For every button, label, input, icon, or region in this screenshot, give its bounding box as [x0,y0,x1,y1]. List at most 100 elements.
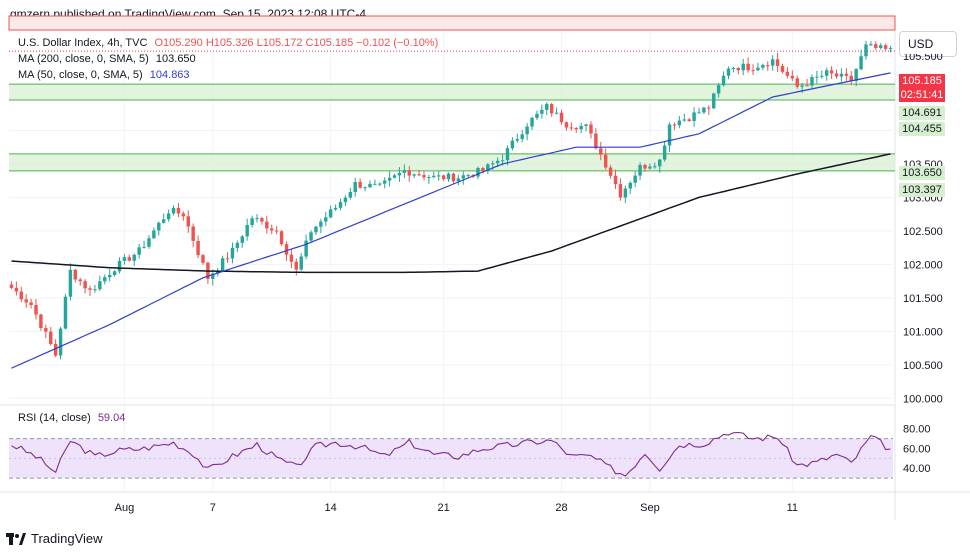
candle-body [181,213,186,217]
candle-body [250,218,254,226]
level-104691-tag: 104.691 [899,106,945,120]
candle-body [834,73,839,77]
candle-body [466,175,470,177]
candle-body [756,67,760,71]
legend-ma50-line: MA (50, close, 0, SMA, 5) 104.863 [18,69,190,81]
candle-body [790,75,795,79]
candle-body [549,104,554,114]
candle-body [613,175,618,185]
candle-body [333,207,338,210]
candle-body [235,242,240,248]
level-103650-tag: 103.650 [899,166,945,180]
candle-body [39,314,43,329]
candle-body [402,170,407,173]
tradingview-logo-icon[interactable] [6,532,26,546]
candle-body [397,172,402,176]
x-tick-label: Aug [115,502,135,514]
candle-body [107,275,112,278]
candle-body [481,168,485,171]
candle-body [879,45,883,48]
resistance-zone [8,15,896,31]
candle-body [299,256,303,270]
legend-ma50[interactable]: MA (50, close, 0, SMA, 5) [18,69,143,81]
candle-body [427,177,431,179]
candle-body [216,270,220,274]
y-tick-label: 102.000 [903,259,943,271]
candle-body [225,258,230,260]
candle-body [535,113,539,118]
candle-body [230,247,235,259]
candle-body [83,281,87,289]
x-tick-label: 14 [325,502,337,514]
top-partial-tick: 105.500 [903,54,943,63]
legend-rsi[interactable]: RSI (14, close) [18,412,91,424]
x-tick-label: Sep [640,502,660,514]
candle-body [839,73,844,77]
candle-body [34,305,38,315]
candle-body [741,63,745,71]
candle-body [815,76,819,78]
candle-body [343,197,348,203]
candle-body [520,134,524,140]
candle-body [667,124,672,146]
candles-group [9,40,893,360]
candle-body [19,291,23,300]
legend-ma200[interactable]: MA (200, close, 0, SMA, 5) [18,53,149,65]
candle-body [289,254,294,262]
candle-body [196,240,200,256]
candle-body [495,160,500,164]
candle-body [702,107,706,113]
candle-body [338,202,343,208]
candle-body [746,63,750,71]
support-zone [9,153,895,171]
candle-body [554,112,559,114]
candle-body [579,125,583,130]
candle-body [319,221,323,227]
candle-body [98,281,102,290]
candle-body [770,59,775,66]
candle-body [775,59,780,66]
candle-body [270,228,274,231]
candle-body [491,163,495,165]
candle-body [751,70,755,72]
candle-body [309,232,313,241]
candle-body [736,67,741,71]
candle-body [93,289,97,291]
candle-body [505,148,510,161]
candle-body [510,140,515,149]
candle-body [157,222,161,231]
candle-body [608,167,613,176]
candle-body [633,175,637,183]
candle-body [820,75,824,77]
footer-brand[interactable]: TradingView [31,531,103,546]
candle-body [623,188,628,198]
candle-body [721,75,726,86]
candle-body [314,226,318,233]
candle-body [353,182,357,192]
candle-body [883,45,888,49]
candle-body [348,191,353,198]
candle-body [29,302,33,306]
candle-body [368,183,372,188]
currency-selector[interactable]: USD [899,31,957,57]
candle-body [559,112,564,123]
level-103397-tag: 103.397 [899,183,945,197]
candle-body [117,260,122,272]
candle-body [53,344,58,356]
candle-body [800,85,804,87]
candle-body [63,296,68,329]
legend-symbol[interactable]: U.S. Dollar Index, 4h, TVC [18,37,148,49]
candle-body [127,257,132,261]
candle-body [44,328,48,332]
candle-body [358,182,362,188]
candle-body [603,154,608,168]
candle-body [142,246,146,248]
candle-body [49,331,53,345]
candle-body [486,164,490,171]
candle-body [14,287,19,292]
candle-body [284,244,289,255]
candle-body [373,183,377,185]
candle-body [594,133,598,149]
candle-body [530,117,534,127]
